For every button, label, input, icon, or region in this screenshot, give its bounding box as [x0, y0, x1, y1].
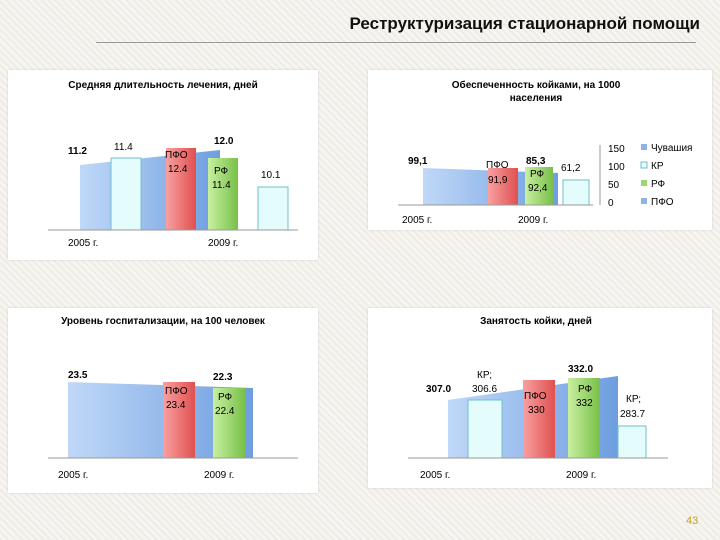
- chart2-bar-pfo-2009: [488, 168, 518, 205]
- chart4-label-kr-2005: 306.6: [472, 384, 497, 395]
- legend-label-kr: КР: [651, 161, 664, 172]
- chart2-label-chuv-2005: 99,1: [408, 156, 428, 167]
- chart4-bar-kr-2005: [467, 399, 503, 459]
- chart1-label-rf-name: РФ: [214, 166, 229, 177]
- chart4-label-kr-name-2009: КР;: [626, 394, 641, 405]
- legend-swatch-kr: [640, 161, 648, 169]
- chart4-label-rf-name: РФ: [578, 384, 593, 395]
- chart-bed-occupancy: Занятость койки, дней 307.0 КР; 306.6 ПФ…: [368, 308, 712, 488]
- chart4-label-kr-name: КР;: [477, 370, 492, 381]
- chart2-bar-rf-2009: [525, 167, 553, 205]
- chart4-label-pfo-name: ПФО: [524, 391, 547, 402]
- chart2-title-line2: населения: [510, 93, 563, 104]
- chart4-label-rf-val: 332: [576, 398, 593, 409]
- chart1-bar-rf-2009: [208, 158, 238, 230]
- chart4-label-pfo-val: 330: [528, 405, 545, 416]
- chart2-bar-kr-2009: [562, 179, 590, 206]
- title-underline: [96, 42, 696, 43]
- chart2-ytick-50: 50: [608, 180, 620, 191]
- chart1-label-pfo-name: ПФО: [165, 150, 188, 161]
- chart2-label-kr-2009: 61,2: [561, 163, 581, 174]
- chart4-label-kr-2009: 283.7: [620, 409, 645, 420]
- chart1-bar-kr-2009: [257, 186, 289, 231]
- chart1-label-chuv-2005: 11.2: [68, 146, 87, 157]
- chart-hospitalization-level-svg: Уровень госпитализации, на 100 человек 2…: [48, 316, 298, 481]
- chart3-xtick-2009: 2009 г.: [204, 470, 234, 481]
- chart2-title-line1: Обеспеченность койками, на 1000: [452, 79, 621, 91]
- chart4-title: Занятость койки, дней: [480, 316, 592, 327]
- chart1-label-rf-val: 11.4: [212, 180, 231, 191]
- chart-bed-provision-svg: Обеспеченность койками, на 1000 населени…: [398, 79, 692, 226]
- chart1-bar-chuvashia: [80, 150, 220, 230]
- chart1-xtick-2009: 2009 г.: [208, 238, 238, 249]
- chart2-label-chuv-2009: 85,3: [526, 156, 546, 167]
- legend-swatch-pfo: [641, 198, 647, 204]
- chart2-label-rf-name: РФ: [530, 169, 545, 180]
- legend-label-pfo: ПФО: [651, 197, 674, 208]
- slide-title: Реструктуризация стационарной помощи: [349, 14, 700, 33]
- chart3-bar-pfo-2009: [163, 382, 195, 458]
- chart3-label-pfo-val: 23.4: [166, 400, 186, 411]
- chart3-bar-chuvashia: [68, 382, 253, 458]
- page-number: 43: [686, 515, 699, 527]
- chart1-bar-kr-2005: [110, 157, 142, 231]
- chart4-xtick-2005: 2005 г.: [420, 470, 450, 481]
- chart2-label-rf-val: 92,4: [528, 183, 548, 194]
- chart1-bar-pfo-2009: [166, 148, 196, 230]
- chart2-xtick-2005: 2005 г.: [402, 215, 432, 226]
- legend-swatch-rf: [641, 180, 647, 186]
- chart1-label-pfo-val: 12.4: [168, 164, 188, 175]
- chart4-xtick-2009: 2009 г.: [566, 470, 596, 481]
- legend-label-rf: РФ: [651, 179, 666, 190]
- chart2-xtick-2009: 2009 г.: [518, 215, 548, 226]
- chart2-ytick-150: 150: [608, 144, 625, 155]
- chart2-label-pfo-val: 91,9: [488, 175, 508, 186]
- chart2-label-pfo-name: ПФО: [486, 160, 509, 171]
- chart4-bar-rf-2009: [568, 378, 600, 458]
- legend-label-chuvashia: Чувашия: [651, 143, 692, 154]
- chart2-ytick-0: 0: [608, 198, 614, 209]
- chart1-label-chuv-2009: 12.0: [214, 136, 234, 147]
- chart3-label-chuv-2009: 22.3: [213, 372, 233, 383]
- chart3-label-rf-name: РФ: [218, 392, 233, 403]
- chart3-bar-rf-2009: [213, 388, 245, 458]
- chart3-label-pfo-name: ПФО: [165, 386, 188, 397]
- chart3-xtick-2005: 2005 г.: [58, 470, 88, 481]
- chart4-label-chuv-2005: 307.0: [426, 384, 451, 395]
- chart-bed-provision: Обеспеченность койками, на 1000 населени…: [368, 70, 712, 230]
- chart2-ytick-100: 100: [608, 162, 625, 173]
- chart-avg-treatment-duration: Средняя длительность лечения, дней 11.2 …: [8, 70, 318, 260]
- chart4-label-chuv-2009: 332.0: [568, 364, 593, 375]
- chart3-label-rf-val: 22.4: [215, 406, 235, 417]
- legend-swatch-chuvashia: [641, 144, 647, 150]
- chart4-bar-pfo-2009: [523, 380, 555, 458]
- chart-bed-occupancy-svg: Занятость койки, дней 307.0 КР; 306.6 ПФ…: [408, 316, 668, 481]
- chart4-bar-kr-2009: [617, 425, 647, 459]
- chart1-label-kr-2009: 10.1: [261, 170, 281, 181]
- chart1-xtick-2005: 2005 г.: [68, 238, 98, 249]
- chart-hospitalization-level: Уровень госпитализации, на 100 человек 2…: [8, 308, 318, 493]
- chart-avg-treatment-duration-svg: Средняя длительность лечения, дней 11.2 …: [48, 80, 298, 249]
- chart3-title: Уровень госпитализации, на 100 человек: [61, 316, 266, 327]
- chart3-label-chuv-2005: 23.5: [68, 370, 88, 381]
- chart1-label-kr-2005: 11.4: [114, 142, 133, 153]
- chart1-title: Средняя длительность лечения, дней: [68, 80, 258, 91]
